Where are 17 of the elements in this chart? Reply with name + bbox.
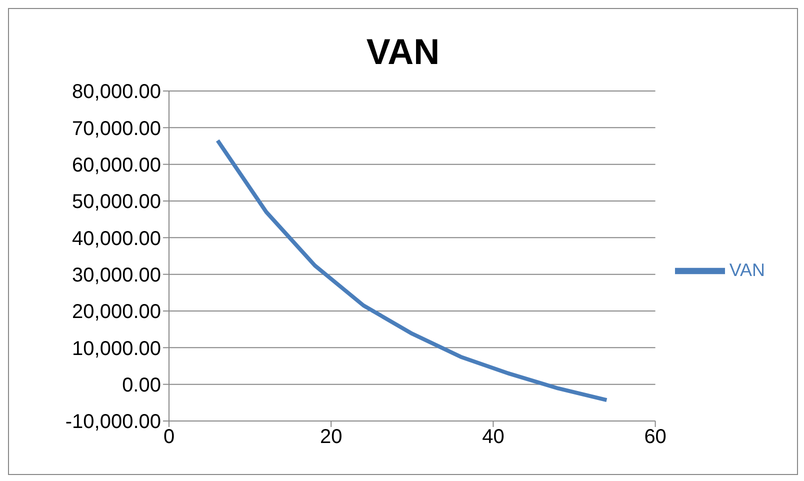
chart-title: VAN	[365, 31, 441, 74]
y-tick-label: 60,000.00	[72, 154, 161, 176]
x-tick-label: 40	[482, 426, 504, 448]
y-tick-label: -10,000.00	[65, 411, 161, 434]
x-tick-label: 20	[320, 426, 342, 448]
y-tick-label: 50,000.00	[72, 191, 161, 214]
y-tick-label: 20,000.00	[72, 301, 161, 324]
y-tick-label: 30,000.00	[72, 264, 161, 286]
y-tick-label: 80,000.00	[72, 81, 161, 104]
y-tick-label: 40,000.00	[72, 228, 161, 250]
x-tick-label: 60	[644, 426, 666, 448]
y-tick-label: 0.00	[122, 374, 161, 396]
legend-label: VAN	[729, 260, 765, 280]
x-tick-label: 0	[163, 426, 175, 448]
y-tick-label: 10,000.00	[72, 338, 161, 360]
line-series	[216, 138, 609, 402]
y-tick-label: 70,000.00	[72, 118, 161, 140]
